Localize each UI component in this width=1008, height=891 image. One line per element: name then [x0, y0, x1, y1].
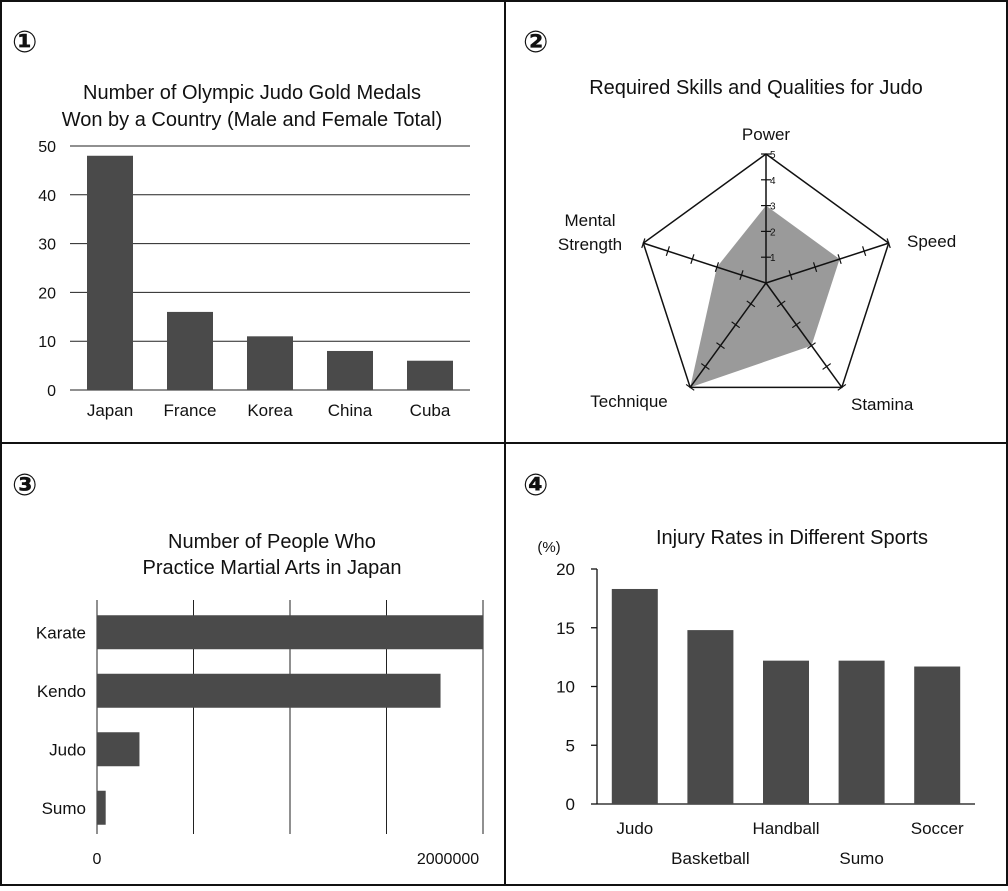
martial-arts-hbar-chart: ③ Number of People Who Practice Martial …	[12, 469, 484, 868]
y-tick-label: 20	[556, 560, 575, 579]
x-tick-label: France	[164, 401, 217, 420]
y-tick-label: 50	[38, 139, 56, 156]
radar-axis-label: Power	[742, 125, 791, 144]
radar-tick	[641, 238, 646, 249]
radar-spoke	[689, 282, 767, 388]
radar-spoke	[765, 282, 843, 388]
bar-japan	[87, 155, 133, 390]
bar-france	[167, 311, 213, 390]
panel-number: ④	[523, 469, 548, 502]
radar-tick	[822, 363, 832, 370]
gold-medals-bar-chart: ① Number of Olympic Judo Gold Medals Won…	[12, 26, 470, 420]
radar-axis-label: Stamina	[851, 395, 914, 414]
x-tick-label: Korea	[247, 401, 293, 420]
injury-rates-bar-chart: ④ Injury Rates in Different Sports (%) 0…	[523, 469, 975, 868]
radar-tick	[837, 383, 847, 391]
radar-spoke	[765, 242, 889, 284]
radar-tick	[788, 270, 793, 280]
radar-tick	[791, 321, 801, 329]
radar-tick-label: 5	[770, 150, 776, 161]
x-tick-label: 2000000	[417, 851, 479, 868]
radar-tick	[665, 246, 670, 257]
chart-title-line-1: Number of People Who	[168, 531, 376, 553]
y-tick-label: 10	[38, 334, 56, 351]
chart-title-line-1: Number of Olympic Judo Gold Medals	[83, 82, 421, 104]
chart-panel-2: ② Required Skills and Qualities for Judo…	[505, 0, 1008, 443]
radar-tick	[776, 300, 786, 308]
radar-tick-label: 1	[770, 253, 776, 264]
y-tick-label: 10	[556, 678, 575, 697]
x-tick-label: China	[328, 401, 373, 420]
radar-value-area	[690, 205, 840, 388]
bar-cuba	[407, 360, 453, 390]
chart-panel-4: ④ Injury Rates in Different Sports (%) 0…	[505, 443, 1008, 886]
bar-sumo	[97, 790, 106, 825]
x-tick-label: Cuba	[410, 401, 451, 420]
chart-panel-3: ③ Number of People Who Practice Martial …	[0, 443, 505, 886]
bar-korea	[247, 336, 293, 390]
x-tick-label: 0	[93, 851, 102, 868]
y-tick-label: 30	[38, 237, 56, 254]
radar-axis-label: Strength	[558, 235, 622, 254]
radar-tick	[731, 321, 741, 329]
y-tick-label: 0	[47, 383, 56, 400]
bar-karate	[97, 615, 483, 650]
bar-judo	[97, 732, 140, 767]
radar-tick	[700, 363, 710, 370]
x-tick-label: Soccer	[911, 819, 964, 838]
y-tick-label: 40	[38, 188, 56, 205]
radar-tick	[886, 238, 891, 249]
x-tick-label: Handball	[752, 819, 819, 838]
radar-tick	[746, 300, 756, 308]
panel-number: ②	[523, 26, 548, 59]
y-tick-label: Karate	[36, 623, 86, 642]
chart-title-line-2: Practice Martial Arts in Japan	[143, 557, 402, 579]
chart-title-line-2: Won by a Country (Male and Female Total)	[62, 109, 443, 131]
y-tick-label: Sumo	[42, 799, 86, 818]
y-tick-label: 15	[556, 619, 575, 638]
radar-tick	[739, 270, 744, 280]
radar-tick	[837, 254, 842, 265]
y-tick-label: 5	[566, 736, 575, 755]
radar-tick	[807, 342, 816, 350]
panel-number: ①	[12, 26, 37, 59]
radar-tick-label: 3	[770, 202, 776, 213]
radar-tick	[690, 254, 695, 265]
radar-outline	[642, 153, 890, 389]
y-tick-label: Kendo	[37, 682, 86, 701]
radar-axis-label: Technique	[590, 392, 668, 411]
y-tick-label: 20	[38, 285, 56, 302]
bar-handball	[763, 660, 809, 804]
bar-sumo	[838, 660, 885, 804]
bar-soccer	[914, 666, 961, 804]
radar-tick	[685, 383, 695, 391]
radar-tick-label: 4	[770, 176, 776, 187]
x-tick-label: Japan	[87, 401, 133, 420]
chart-panel-1: ① Number of Olympic Judo Gold Medals Won…	[0, 0, 505, 443]
radar-tick-label: 2	[770, 227, 776, 238]
y-tick-label: 0	[566, 795, 575, 814]
x-tick-label: Judo	[616, 819, 653, 838]
radar-tick	[716, 342, 725, 350]
chart-title: Required Skills and Qualities for Judo	[589, 77, 923, 99]
x-tick-label: Basketball	[671, 849, 749, 868]
panel-number: ③	[12, 469, 37, 502]
bar-basketball	[687, 630, 734, 804]
radar-axis-label: Speed	[907, 232, 956, 251]
chart-title: Injury Rates in Different Sports	[656, 527, 928, 549]
bar-china	[327, 350, 373, 390]
radar-tick	[714, 262, 720, 272]
radar-tick	[862, 246, 867, 257]
radar-spoke	[643, 242, 767, 284]
y-axis-unit-label: (%)	[537, 539, 560, 556]
bar-kendo	[97, 673, 441, 708]
judo-skills-radar-chart: ② Required Skills and Qualities for Judo…	[523, 26, 956, 414]
radar-tick	[812, 262, 818, 272]
y-tick-label: Judo	[49, 740, 86, 759]
bar-judo	[611, 588, 658, 804]
radar-axis-label: Mental	[564, 211, 615, 230]
x-tick-label: Sumo	[839, 849, 883, 868]
